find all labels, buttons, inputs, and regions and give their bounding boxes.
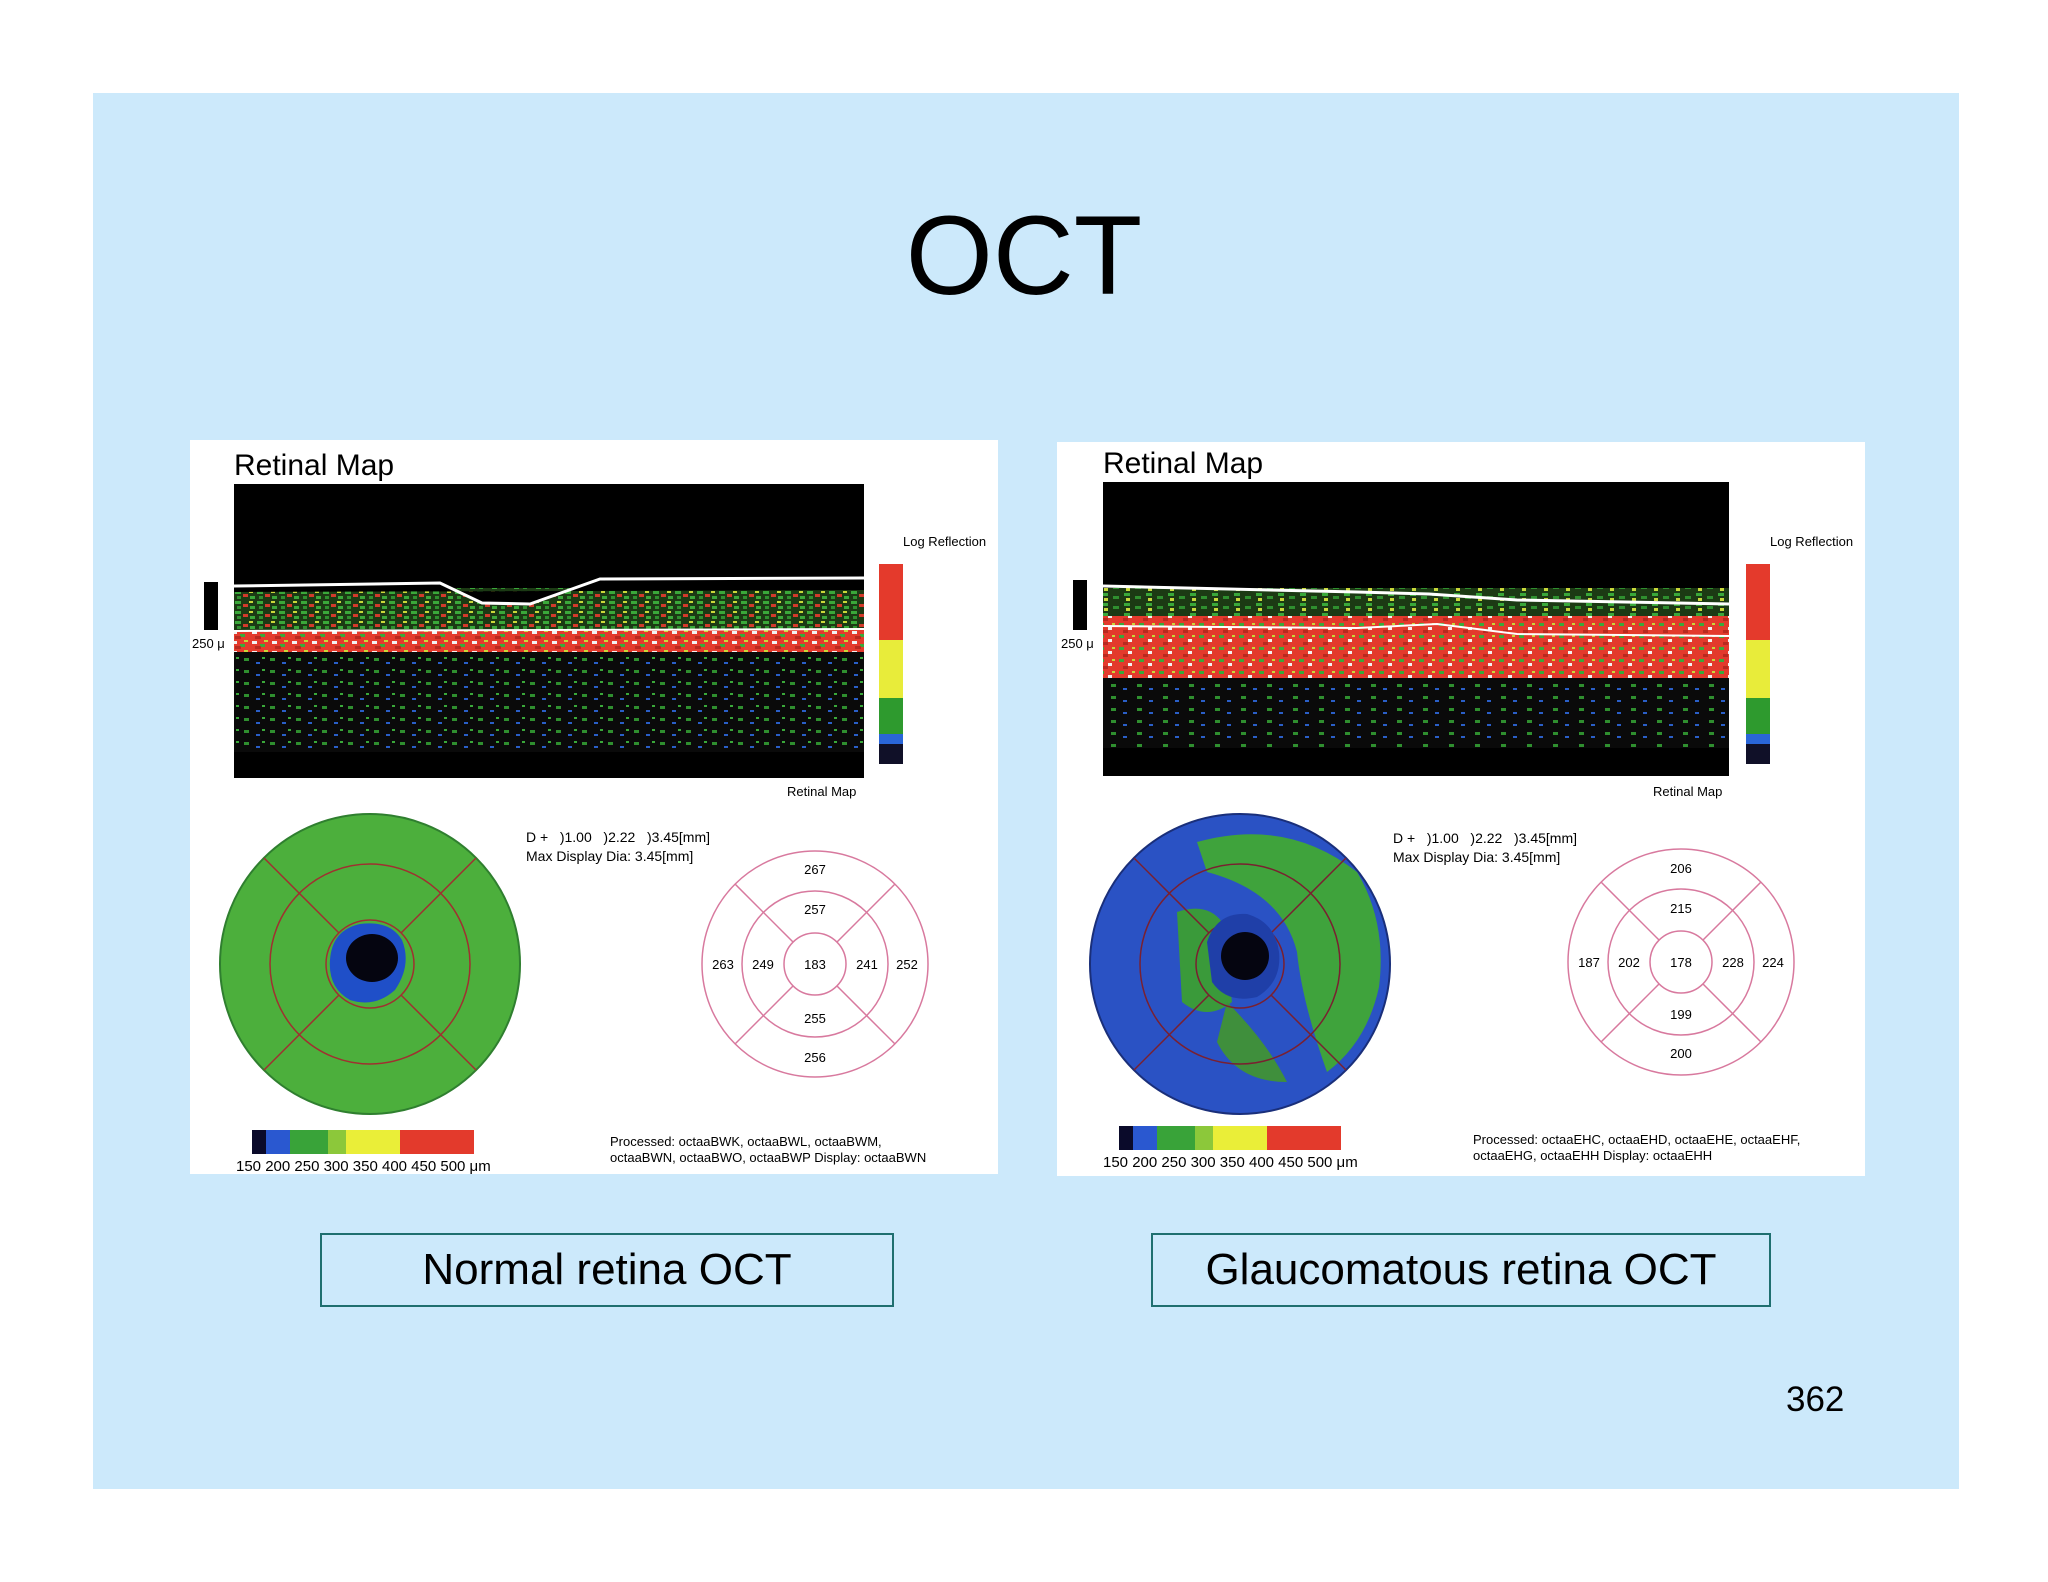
thickness-color-scale bbox=[252, 1130, 474, 1154]
thickness-color-scale bbox=[1119, 1126, 1341, 1150]
retinal-thickness-map bbox=[1089, 813, 1391, 1115]
sector-outer-left: 263 bbox=[712, 957, 734, 972]
retinal-thickness-map bbox=[219, 813, 521, 1115]
scale-bar bbox=[1073, 580, 1087, 630]
sector-inner-bottom: 255 bbox=[804, 1011, 826, 1026]
glaucomatous-oct-panel: Retinal Map 250 μ Log Reflection Retinal… bbox=[1057, 442, 1865, 1176]
log-reflection-color-bar bbox=[879, 564, 903, 764]
sector-outer-left: 187 bbox=[1578, 955, 1600, 970]
sector-outer-right: 252 bbox=[896, 957, 918, 972]
slide-title: OCT bbox=[905, 193, 1143, 318]
scale-bar-label: 250 μ bbox=[1061, 636, 1094, 651]
scan-footer-label: Retinal Map bbox=[1653, 784, 1722, 799]
scale-bar-label: 250 μ bbox=[192, 636, 225, 651]
sector-center: 178 bbox=[1670, 955, 1692, 970]
processed-line-2: octaaEHG, octaaEHH Display: octaaEHH bbox=[1473, 1148, 1712, 1163]
processed-line-2: octaaBWN, octaaBWO, octaaBWP Display: oc… bbox=[610, 1150, 926, 1165]
sector-center: 183 bbox=[804, 957, 826, 972]
processed-line-1: Processed: octaaBWK, octaaBWL, octaaBWM, bbox=[610, 1134, 882, 1149]
sector-outer-bottom: 256 bbox=[804, 1050, 826, 1065]
sector-inner-left: 202 bbox=[1618, 955, 1640, 970]
log-reflection-label: Log Reflection bbox=[1770, 534, 1853, 549]
sector-inner-top: 257 bbox=[804, 902, 826, 917]
sector-outer-top: 267 bbox=[804, 862, 826, 877]
oct-cross-section-scan bbox=[1102, 482, 1730, 776]
sector-inner-right: 228 bbox=[1722, 955, 1744, 970]
log-reflection-color-bar bbox=[1746, 564, 1770, 764]
retinal-map-heading: Retinal Map bbox=[234, 449, 394, 482]
normal-oct-panel: Retinal Map 250 μ Log Reflection Retinal… bbox=[190, 440, 998, 1174]
sector-inner-left: 249 bbox=[752, 957, 774, 972]
color-scale-label: 150 200 250 300 350 400 450 500 μm bbox=[236, 1158, 491, 1174]
scale-bar bbox=[204, 582, 218, 630]
diameter-line: D + )1.00 )2.22 )3.45[mm] bbox=[1393, 830, 1577, 846]
sector-inner-bottom: 199 bbox=[1670, 1007, 1692, 1022]
max-display-dia: Max Display Dia: 3.45[mm] bbox=[526, 848, 693, 864]
sector-inner-top: 215 bbox=[1670, 901, 1692, 916]
color-scale-label: 150 200 250 300 350 400 450 500 μm bbox=[1103, 1154, 1358, 1171]
scan-footer-label: Retinal Map bbox=[787, 784, 856, 799]
page-number: 362 bbox=[1786, 1380, 1845, 1419]
sector-outer-right: 224 bbox=[1762, 955, 1784, 970]
processed-line-1: Processed: octaaEHC, octaaEHD, octaaEHE,… bbox=[1473, 1132, 1800, 1147]
normal-retina-caption: Normal retina OCT bbox=[320, 1233, 894, 1307]
sector-outer-bottom: 200 bbox=[1670, 1046, 1692, 1061]
oct-cross-section-scan bbox=[233, 484, 865, 778]
glaucomatous-retina-caption: Glaucomatous retina OCT bbox=[1151, 1233, 1771, 1307]
retinal-map-heading: Retinal Map bbox=[1103, 447, 1263, 480]
log-reflection-label: Log Reflection bbox=[903, 534, 986, 549]
diameter-line: D + )1.00 )2.22 )3.45[mm] bbox=[526, 829, 710, 845]
sector-thickness-chart bbox=[701, 850, 929, 1078]
sector-inner-right: 241 bbox=[856, 957, 878, 972]
sector-thickness-chart bbox=[1567, 848, 1795, 1076]
max-display-dia: Max Display Dia: 3.45[mm] bbox=[1393, 849, 1560, 865]
sector-outer-top: 206 bbox=[1670, 861, 1692, 876]
